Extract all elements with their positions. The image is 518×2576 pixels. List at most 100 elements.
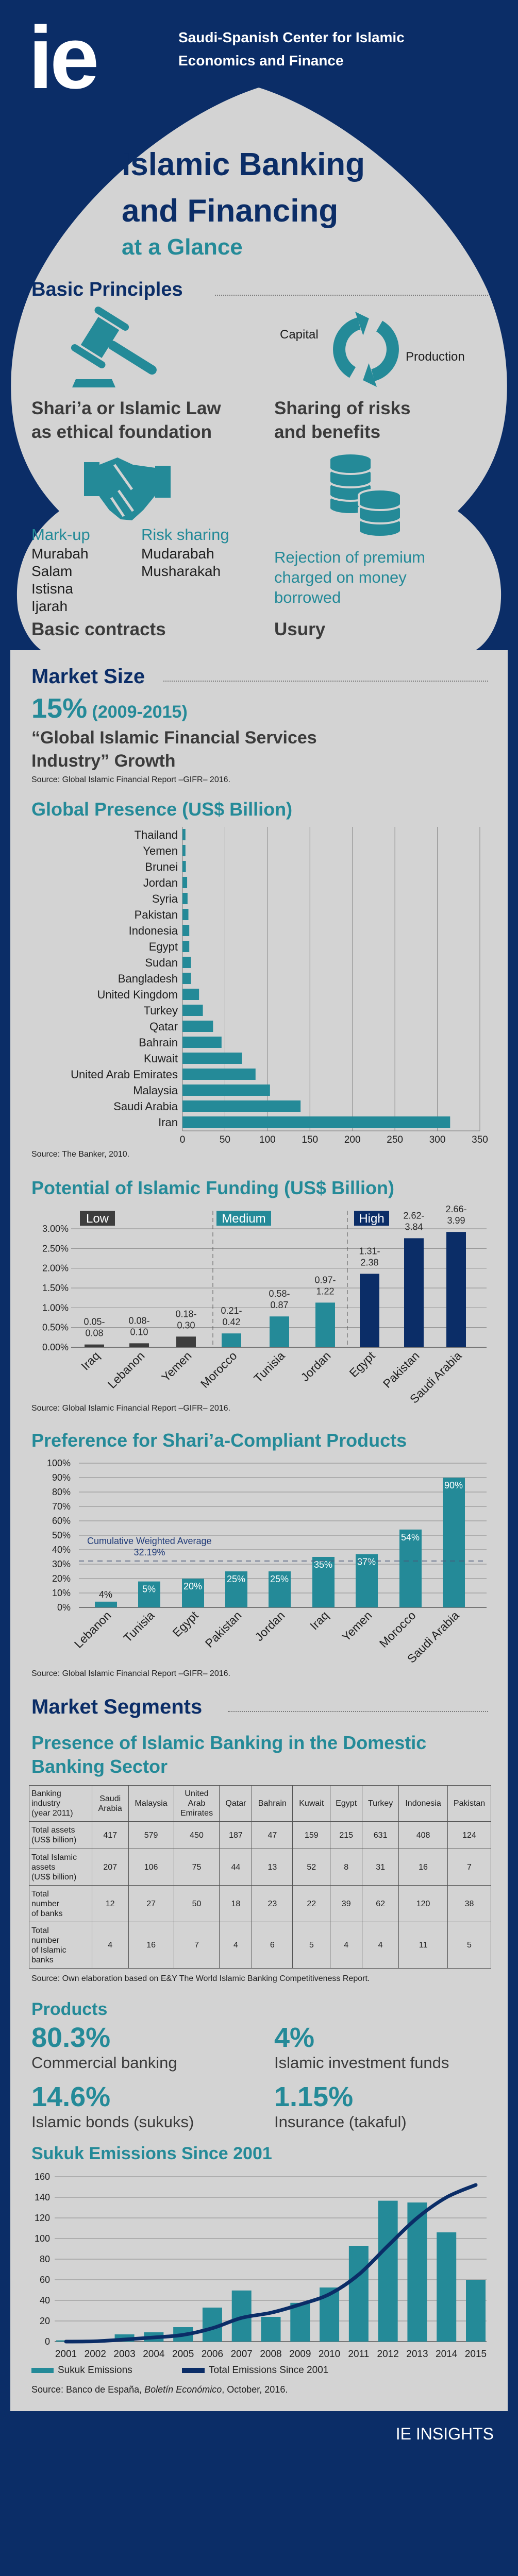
legend-swatch-sukuk-emissions [31,2368,54,2373]
footer-brand: IE INSIGHTS [395,2425,494,2443]
table-row: Total Islamic assets (US$ billion) 207 106… [29,1849,491,1886]
presence-table-source: Source: Own elaboration based on E&Y The… [31,1974,370,1983]
svg-text:ie: ie [28,8,96,107]
table-cell: 22 [292,1885,331,1922]
legend-label-total-emissions: Total Emissions Since 2001 [209,2365,329,2376]
heading-divider [163,681,488,682]
heading-divider [215,295,488,296]
usury-description: Rejection of premium charged on money bo… [274,548,425,606]
table-cell: 7 [173,1922,220,1969]
table-cell: 12 [91,1885,129,1922]
table-cell: 75 [173,1849,220,1886]
markup-heading: Mark-up [31,526,90,544]
table-header-cell: Turkey [362,1785,399,1822]
sukuk-source: Source: Banco de España, Boletín Económi… [31,2384,288,2395]
table-cell: 159 [292,1821,331,1849]
table-cell: 631 [362,1821,399,1849]
sukuk-source-publication: Boletín Económico [144,2384,222,2395]
table-cell: 106 [128,1849,174,1886]
basic-principles-heading: Basic Principles [31,279,183,300]
table-cell: 13 [252,1849,293,1886]
table-cell: 31 [362,1849,399,1886]
product-label-takaful: Insurance (takaful) [274,2113,407,2131]
table-cell: 6 [252,1922,293,1969]
page-subtitle: at a Glance [122,234,243,260]
table-cell: 8 [330,1849,363,1886]
table-cell: 39 [330,1885,363,1922]
table-cell: 579 [128,1821,174,1849]
gavel-icon [71,307,157,387]
table-cell: 4 [219,1922,253,1969]
production-label: Production [406,350,465,364]
table-cell: 50 [173,1885,220,1922]
product-value-takaful: 1.15% [274,2081,354,2112]
table-header-cell: Banking industry (year 2011) [29,1785,92,1822]
table-cell: 23 [252,1885,293,1922]
table-cell: 450 [173,1821,220,1849]
sukuk-source-prefix: Source: Banco de España, [31,2384,145,2395]
table-cell: 187 [219,1821,253,1849]
market-segments-heading: Market Segments [31,1696,203,1718]
market-size-heading: Market Size [31,665,145,688]
global-presence-title: Global Presence (US$ Billion) [31,799,293,820]
table-header-cell: Indonesia [398,1785,448,1822]
page-title: Islamic Banking and Financing [122,147,365,229]
products-heading: Products [31,1999,108,2019]
table-row: Total number of banks 12 27 50 18 23 22 39 62 120… [29,1885,491,1922]
basic-contracts-title: Basic contracts [31,619,166,639]
row-label: Total number of Islamic banks [29,1922,92,1969]
table-header-cell: Kuwait [292,1785,331,1822]
growth-stat: 15% (2009-2015) [31,693,188,727]
growth-source: Source: Global Islamic Financial Report … [31,775,230,784]
presence-table-title: Presence of Islamic Banking in the Domes… [31,1732,427,1777]
table-cell: 5 [447,1922,491,1969]
table-cell: 120 [398,1885,448,1922]
funding-source: Source: Global Islamic Financial Report … [31,1404,230,1413]
presence-table: Banking industry (year 2011) Saudi Arabia… [29,1785,491,1969]
table-row: Total number of Islamic banks 4 16 7 4 6 5 4 4 11… [29,1922,491,1969]
usury-title: Usury [274,619,326,639]
product-value-sukuks: 14.6% [31,2081,111,2112]
table-header-cell: Egypt [330,1785,363,1822]
table-cell: 44 [219,1849,253,1886]
row-label: Total assets (US$ billion) [29,1821,92,1849]
table-cell: 124 [447,1821,491,1849]
growth-label: “Global Islamic Financial Services Indus… [31,728,317,771]
risk-sharing-heading: Risk sharing [141,526,229,544]
table-cell: 62 [362,1885,399,1922]
table-cell: 38 [447,1885,491,1922]
table-cell: 16 [398,1849,448,1886]
table-cell: 27 [128,1885,174,1922]
table-cell: 207 [91,1849,129,1886]
funding-title: Potential of Islamic Funding (US$ Billio… [31,1177,395,1198]
table-cell: 47 [252,1821,293,1849]
product-value-investment-funds: 4% [274,2022,315,2053]
table-cell: 16 [128,1922,174,1969]
table-cell: 4 [362,1922,399,1969]
coins-icon [328,452,402,538]
shariah-principle-title: Shari’a or Islamic Law as ethical founda… [31,398,221,442]
capital-label: Capital [280,328,319,342]
growth-period: (2009-2015) [87,702,188,722]
sukuk-title: Sukuk Emissions Since 2001 [31,2144,272,2163]
table-cell: 417 [91,1821,129,1849]
product-value-commercial-banking: 80.3% [31,2022,111,2053]
global-presence-source: Source: The Banker, 2010. [31,1150,130,1159]
table-cell: 408 [398,1821,448,1849]
growth-value: 15% [31,693,88,724]
table-header-cell: United Arab Emirates [173,1785,220,1822]
preference-source: Source: Global Islamic Financial Report … [31,1669,230,1678]
table-row: Total assets (US$ billion) 417 579 450 187 47… [29,1821,491,1849]
table-cell: 7 [447,1849,491,1886]
product-label-commercial-banking: Commercial banking [31,2054,177,2072]
content-panel [10,650,508,2411]
table-cell: 18 [219,1885,253,1922]
table-header-cell: Bahrain [252,1785,293,1822]
legend-label-sukuk-emissions: Sukuk Emissions [58,2365,132,2376]
legend-swatch-total-emissions [182,2368,205,2373]
ie-logo: ie [28,8,99,107]
heading-divider [228,1711,488,1712]
handshake-icon [84,457,171,520]
markup-contract-list: Murabah Salam Istisna Ijarah [31,546,89,614]
table-header-cell: Qatar [219,1785,253,1822]
